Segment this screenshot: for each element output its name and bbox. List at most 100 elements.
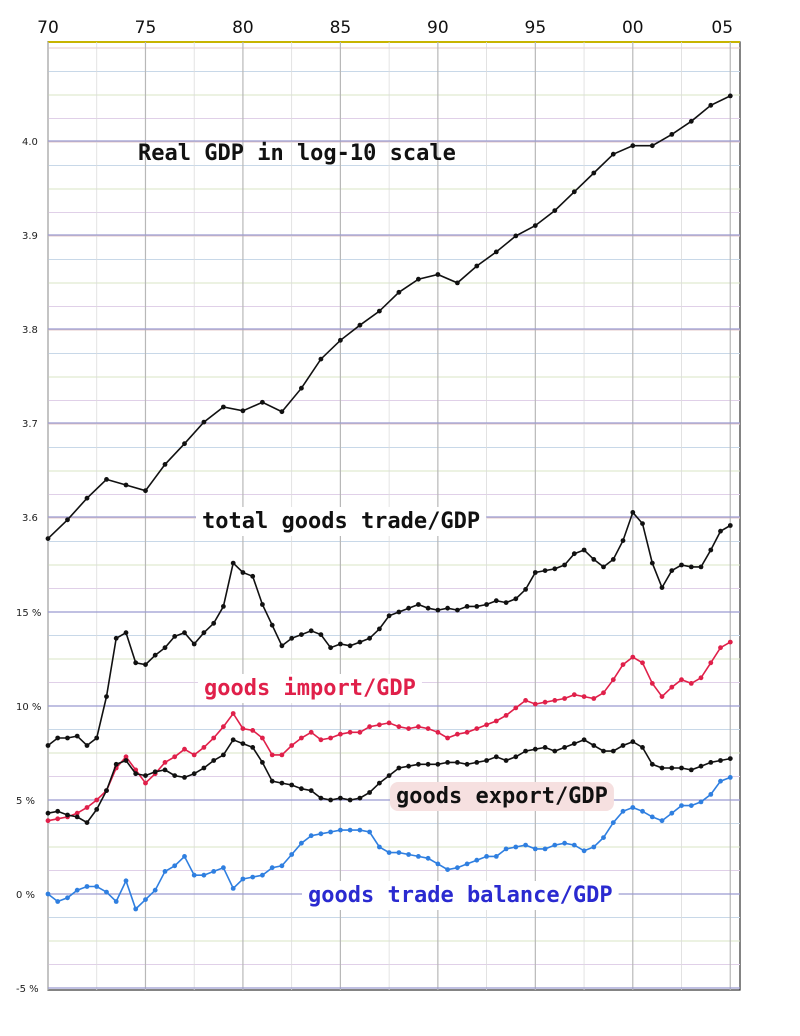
data-point <box>406 852 411 857</box>
data-point <box>406 605 411 611</box>
data-point <box>191 752 197 758</box>
y-tick-label: 3.7 <box>22 419 38 430</box>
data-point <box>94 884 100 889</box>
data-point <box>172 754 178 760</box>
data-point <box>493 718 499 724</box>
data-point <box>708 792 714 797</box>
data-point <box>182 854 187 859</box>
data-point <box>649 761 655 767</box>
series-3 <box>45 737 733 825</box>
data-point <box>104 477 109 482</box>
data-point <box>610 820 616 825</box>
data-point <box>435 861 441 867</box>
data-point <box>104 694 109 699</box>
data-point <box>328 645 333 651</box>
data-point <box>172 863 178 869</box>
data-point <box>435 761 441 767</box>
data-point <box>532 570 538 575</box>
data-point <box>571 842 577 848</box>
data-point <box>133 771 139 777</box>
data-point <box>698 675 704 681</box>
data-point <box>65 812 70 818</box>
data-point <box>503 846 509 852</box>
x-tick-label: 85 <box>330 18 352 38</box>
data-point <box>464 861 470 867</box>
data-point <box>367 790 372 795</box>
data-point <box>328 829 333 835</box>
data-point <box>601 835 606 840</box>
data-point <box>172 634 178 639</box>
data-point <box>688 681 694 686</box>
y-tick-label: 0 % <box>16 890 35 901</box>
y-tick-label: 3.9 <box>22 231 38 242</box>
data-point <box>152 769 158 775</box>
data-point <box>562 840 567 846</box>
data-point <box>396 289 402 295</box>
data-point <box>221 404 226 410</box>
data-point <box>221 604 226 609</box>
data-point <box>669 568 675 573</box>
data-point <box>416 276 421 282</box>
data-point <box>191 872 197 878</box>
data-point <box>162 869 168 874</box>
annotation-background <box>196 507 487 536</box>
data-point <box>230 560 236 566</box>
data-point <box>581 694 587 699</box>
data-point <box>435 272 441 277</box>
data-point <box>143 780 148 786</box>
x-tick-label: 75 <box>135 18 157 38</box>
data-point <box>347 643 353 649</box>
data-point <box>201 745 207 750</box>
data-point <box>396 765 402 771</box>
data-point <box>250 573 256 579</box>
data-point <box>84 495 90 501</box>
data-point <box>474 263 480 269</box>
data-point <box>435 729 441 735</box>
data-point <box>357 729 363 735</box>
data-point <box>55 808 61 814</box>
data-point <box>84 820 90 825</box>
data-point <box>260 872 265 878</box>
data-point <box>94 797 100 803</box>
data-point <box>55 899 61 904</box>
data-point <box>571 189 577 195</box>
data-point <box>562 745 567 750</box>
data-point <box>55 816 61 822</box>
data-point <box>230 886 236 891</box>
data-point <box>425 605 431 611</box>
data-point <box>591 696 597 701</box>
data-point <box>416 602 421 607</box>
data-point <box>591 170 597 176</box>
data-point <box>688 564 694 570</box>
data-point <box>347 797 353 803</box>
data-point <box>65 517 70 523</box>
data-point <box>425 726 431 731</box>
data-point <box>240 408 246 414</box>
data-point <box>610 151 616 157</box>
data-point <box>240 726 246 731</box>
data-point <box>55 735 61 741</box>
data-point <box>367 829 372 835</box>
data-point <box>649 681 655 686</box>
data-point <box>357 827 363 833</box>
data-point <box>152 652 158 658</box>
data-point <box>640 808 645 814</box>
annotation-text: goods trade balance/GDP <box>308 883 613 908</box>
data-point <box>445 605 450 611</box>
series-0 <box>45 93 733 541</box>
data-point <box>601 564 606 570</box>
data-point <box>620 538 626 543</box>
data-point <box>123 758 129 763</box>
data-point <box>279 752 285 758</box>
data-point <box>474 760 480 765</box>
data-point <box>279 643 285 649</box>
data-point <box>464 604 470 609</box>
data-point <box>406 726 411 731</box>
data-point <box>591 844 597 850</box>
series-4 <box>45 775 733 912</box>
series-layer <box>45 93 733 912</box>
data-point <box>649 560 655 566</box>
data-point <box>279 780 285 786</box>
data-point <box>152 887 158 893</box>
